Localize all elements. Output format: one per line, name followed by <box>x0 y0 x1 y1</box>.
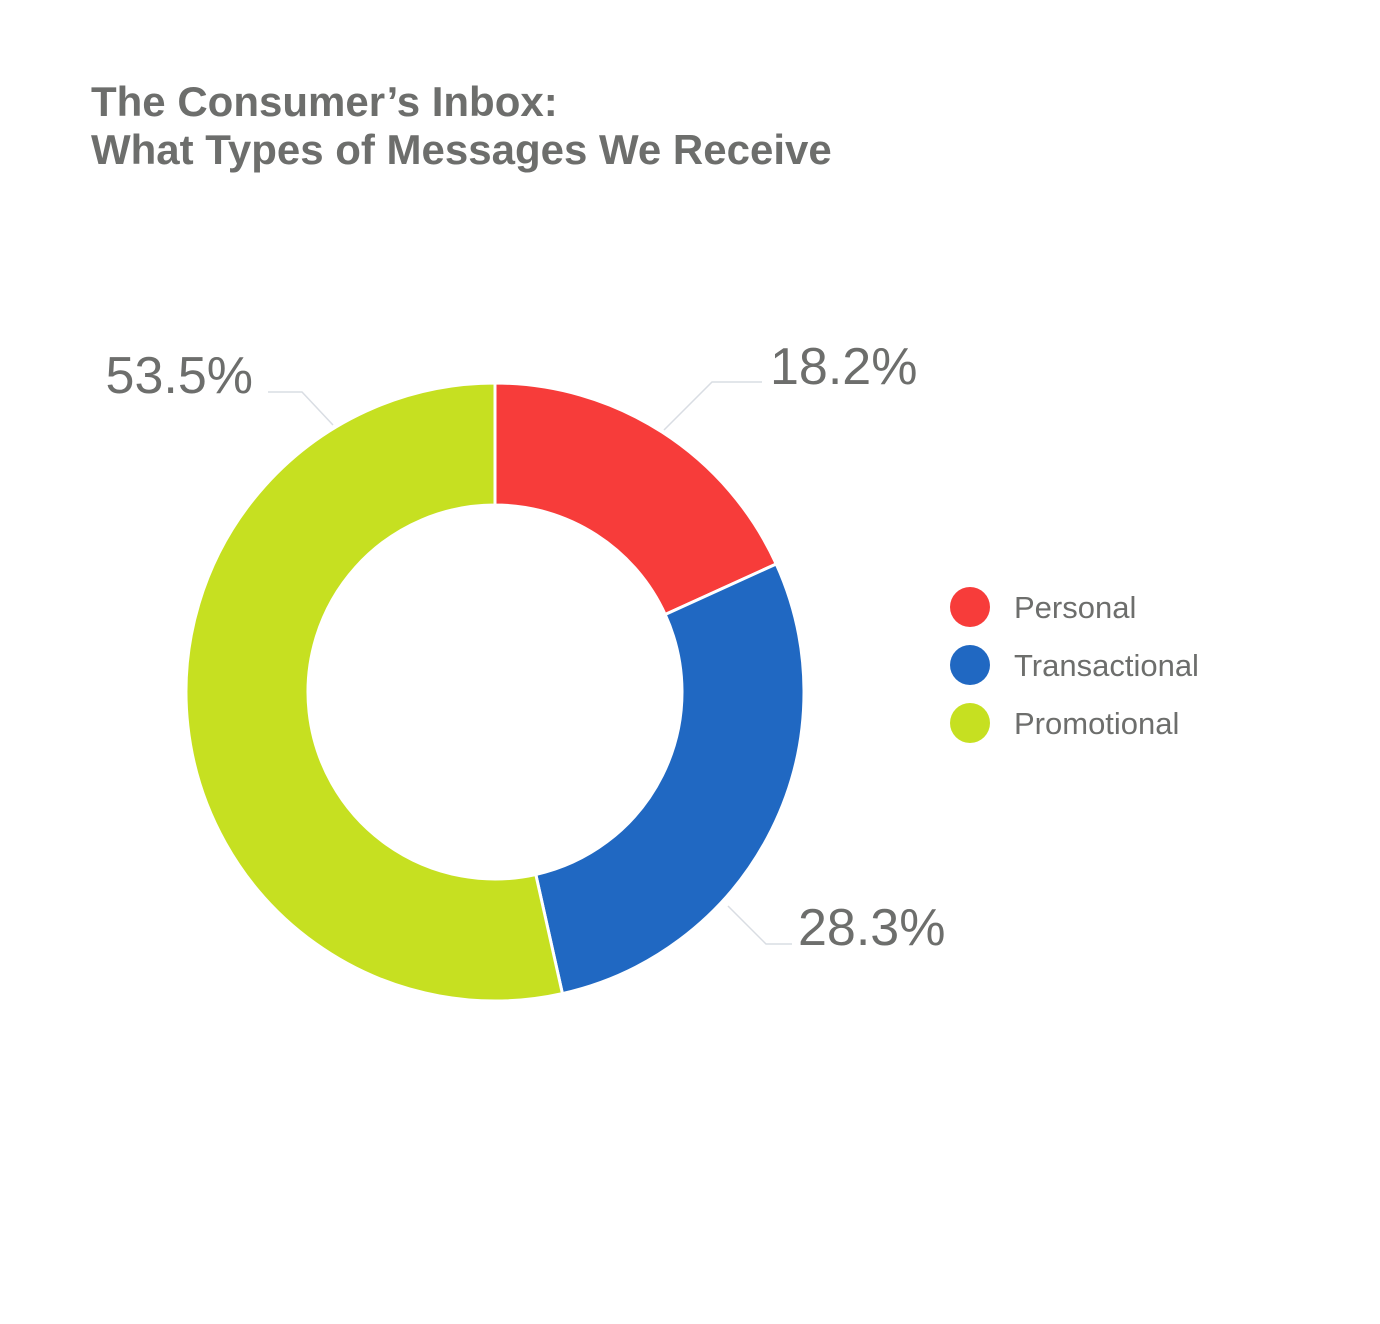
leader-line-promotional <box>268 391 334 426</box>
legend: Personal Transactional Promotional <box>950 587 1199 743</box>
legend-swatch-personal <box>950 587 990 627</box>
leader-line-personal <box>663 381 762 431</box>
leader-line-transactional <box>727 905 792 945</box>
donut-slices <box>184 381 806 1003</box>
legend-item-promotional: Promotional <box>950 703 1179 743</box>
slice-personal <box>493 381 778 617</box>
slice-label-transactional: 28.3% <box>798 899 945 957</box>
chart-title-line-2: What Types of Messages We Receive <box>91 126 832 173</box>
slice-label-personal: 18.2% <box>770 338 917 396</box>
legend-item-personal: Personal <box>950 587 1136 627</box>
chart-title: The Consumer’s Inbox: What Types of Mess… <box>91 78 832 174</box>
legend-label-promotional: Promotional <box>1014 706 1179 741</box>
legend-swatch-promotional <box>950 703 990 743</box>
slice-transactional <box>534 562 806 996</box>
legend-label-transactional: Transactional <box>1014 648 1199 683</box>
leader-lines <box>268 381 792 945</box>
legend-swatch-transactional <box>950 645 990 685</box>
slice-labels: 18.2% 28.3% 53.5% <box>106 338 946 957</box>
slice-promotional <box>184 381 564 1003</box>
legend-item-transactional: Transactional <box>950 645 1199 685</box>
slice-label-promotional: 53.5% <box>106 347 253 405</box>
legend-label-personal: Personal <box>1014 590 1136 625</box>
chart-title-line-1: The Consumer’s Inbox: <box>91 78 558 125</box>
